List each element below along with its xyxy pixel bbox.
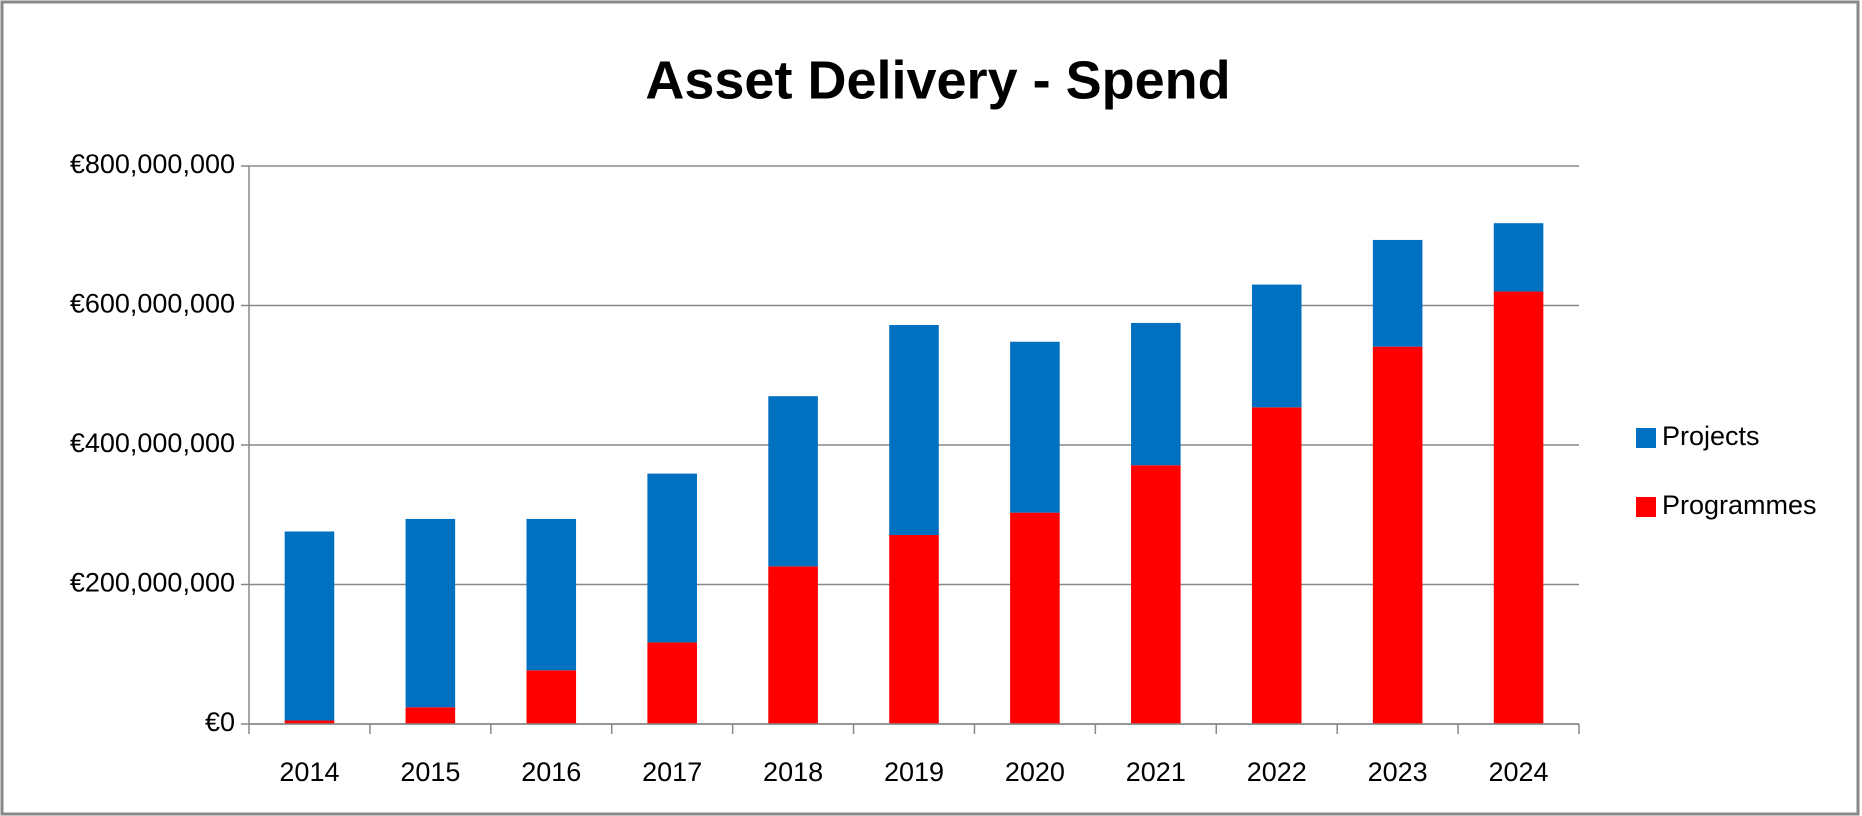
bar-segment <box>526 518 577 671</box>
x-tick-label: 2021 <box>1126 757 1186 787</box>
bar-segment <box>889 534 939 724</box>
bar-segment <box>526 670 577 724</box>
bar-segment <box>1131 322 1181 466</box>
bar-segment <box>1372 239 1423 347</box>
y-tick-label: €600,000,000 <box>70 289 235 319</box>
x-tick-label: 2023 <box>1368 757 1428 787</box>
x-tick-label: 2015 <box>400 757 460 787</box>
x-tick-label: 2017 <box>642 757 702 787</box>
x-tick-label: 2024 <box>1489 757 1549 787</box>
legend-swatch <box>1636 428 1656 448</box>
legend-label: Programmes <box>1662 490 1817 520</box>
bar-segment <box>647 473 697 643</box>
y-tick-label: €0 <box>205 707 235 737</box>
y-tick-label: €800,000,000 <box>70 149 235 179</box>
bar-segment <box>284 531 335 721</box>
bar-segment <box>768 396 818 567</box>
legend-swatch <box>1636 497 1656 517</box>
x-tick-label: 2022 <box>1247 757 1307 787</box>
x-tick-label: 2014 <box>279 757 339 787</box>
x-tick-label: 2020 <box>1005 757 1065 787</box>
bar-segment <box>889 325 939 535</box>
bar-segment <box>1372 346 1423 724</box>
bar-segment <box>1251 284 1302 408</box>
bar-segment <box>284 720 335 724</box>
chart-title: Asset Delivery - Spend <box>645 50 1230 110</box>
bar-segment <box>1131 465 1181 724</box>
bar-segment <box>647 642 697 724</box>
bar-segment <box>1010 512 1060 724</box>
bar-segment <box>1251 407 1302 724</box>
y-tick-label: €400,000,000 <box>70 428 235 458</box>
x-tick-label: 2018 <box>763 757 823 787</box>
x-tick-label: 2016 <box>521 757 581 787</box>
bar-segment <box>405 707 456 724</box>
bar-segment <box>405 518 456 708</box>
bar-segment <box>1493 291 1544 724</box>
x-tick-label: 2019 <box>884 757 944 787</box>
legend-label: Projects <box>1662 421 1760 451</box>
bar-segment <box>1493 223 1544 292</box>
y-tick-label: €200,000,000 <box>70 568 235 598</box>
bar-segment <box>1010 341 1060 513</box>
bar-segment <box>768 566 818 724</box>
